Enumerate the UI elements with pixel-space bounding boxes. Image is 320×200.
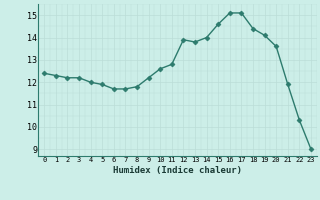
X-axis label: Humidex (Indice chaleur): Humidex (Indice chaleur): [113, 166, 242, 175]
